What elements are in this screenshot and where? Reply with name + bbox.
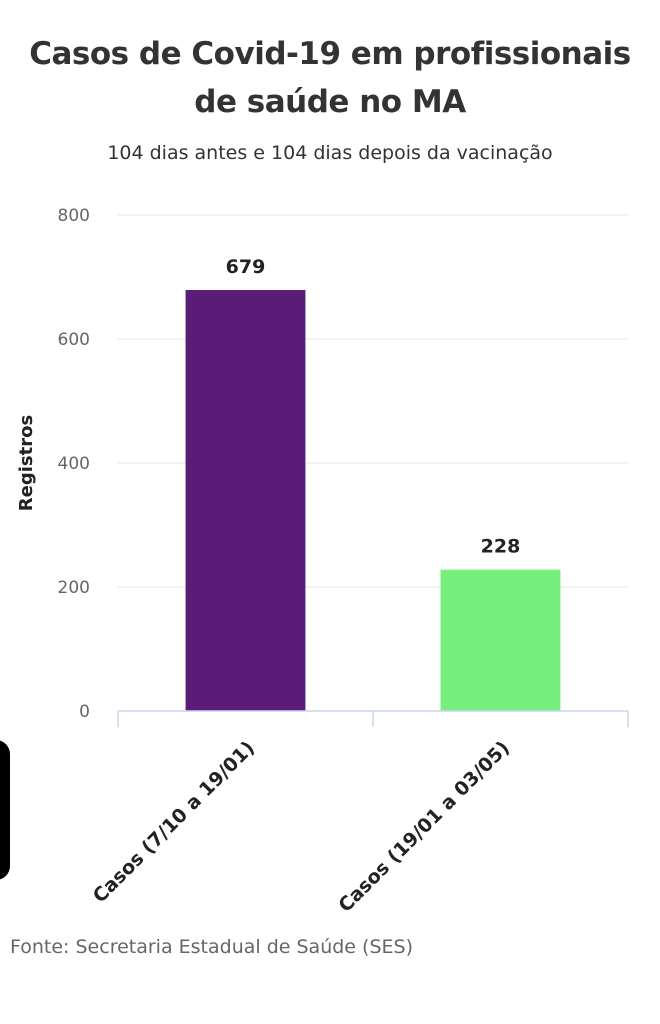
- y-tick-label-800: 800: [58, 206, 90, 226]
- edge-mark: [0, 740, 10, 880]
- y-axis-title: Registros: [16, 415, 37, 511]
- y-tick-label-600: 600: [58, 330, 90, 350]
- chart-title-line-2: de saúde no MA: [194, 84, 466, 120]
- chart-subtitle: 104 dias antes e 104 dias depois da vaci…: [107, 142, 553, 164]
- data-label-2: 228: [481, 536, 521, 558]
- source-note: Fonte: Secretaria Estadual de Saúde (SES…: [10, 936, 413, 958]
- x-axis: [117, 710, 629, 727]
- y-tick-label-200: 200: [58, 578, 90, 598]
- data-label-1: 679: [226, 256, 266, 278]
- bars: [185, 290, 561, 711]
- bar-1: [185, 290, 306, 711]
- chart-title-line-1: Casos de Covid-19 em profissionais: [29, 36, 631, 72]
- y-tick-label-400: 400: [58, 454, 90, 474]
- bar-2: [440, 569, 561, 711]
- category-label-1: Casos (7/10 a 19/01): [89, 737, 259, 907]
- bar-chart: 0 200 400 600 800 679 Casos (7/10 a 19/01) 228 C…: [16, 206, 629, 917]
- y-tick-label-0: 0: [79, 702, 90, 722]
- category-label-2: Casos (19/01 a 03/05): [334, 737, 514, 917]
- chart-title: Casos de Covid-19 em profissionais de sa…: [20, 30, 640, 126]
